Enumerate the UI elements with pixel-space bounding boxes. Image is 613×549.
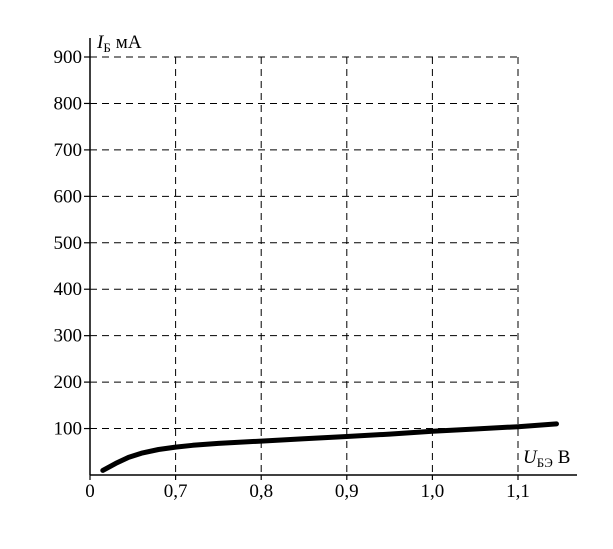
y-axis-title: IБ мА (96, 32, 142, 55)
tick-label-y: 600 (54, 186, 83, 207)
tick-label-x: 1,1 (506, 481, 530, 502)
tick-label-y: 400 (54, 279, 83, 300)
x-axis-unit: В (558, 447, 571, 468)
tick-label-y: 100 (54, 419, 83, 440)
y-axis-unit: мА (116, 32, 142, 53)
x-axis-subscript: БЭ (537, 455, 553, 470)
tick-label-x: 1,0 (421, 481, 445, 502)
tick-label-x: 0 (85, 481, 95, 502)
tick-label-x: 0,7 (164, 481, 188, 502)
y-axis-subscript: Б (103, 40, 110, 55)
ticks: 100 200 300 400 500 600 700 800 900 0 0,7 0,8 0,9 1,0… (54, 47, 530, 502)
series-line (100, 421, 559, 473)
x-axis-symbol: U (523, 447, 538, 468)
tick-label-x: 0,8 (249, 481, 273, 502)
y-axis-symbol: I (96, 32, 105, 53)
series (100, 421, 559, 473)
tick-label-y: 500 (54, 233, 83, 254)
axes (89, 38, 577, 476)
x-axis-title: UБЭ В (523, 447, 570, 470)
tick-label-y: 300 (54, 326, 83, 347)
tick-label-y: 800 (54, 93, 83, 114)
tick-label-y: 200 (54, 372, 83, 393)
tick-label-y: 900 (54, 47, 83, 68)
tick-label-y: 700 (54, 140, 83, 161)
grid (90, 56, 519, 475)
tick-label-x: 0,9 (335, 481, 359, 502)
